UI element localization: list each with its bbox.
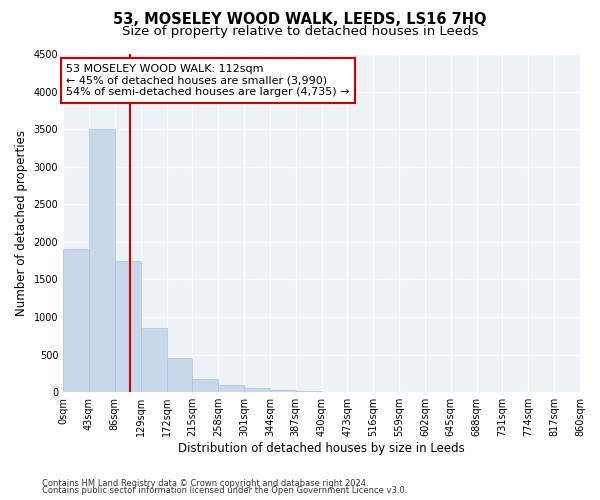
Bar xyxy=(296,391,322,392)
Bar xyxy=(218,384,244,392)
Bar xyxy=(270,390,296,392)
Y-axis label: Number of detached properties: Number of detached properties xyxy=(15,130,28,316)
X-axis label: Distribution of detached houses by size in Leeds: Distribution of detached houses by size … xyxy=(178,442,465,455)
Bar xyxy=(115,260,140,392)
Text: 53, MOSELEY WOOD WALK, LEEDS, LS16 7HQ: 53, MOSELEY WOOD WALK, LEEDS, LS16 7HQ xyxy=(113,12,487,28)
Bar xyxy=(167,358,193,392)
Bar xyxy=(89,129,115,392)
Bar xyxy=(193,379,218,392)
Text: Size of property relative to detached houses in Leeds: Size of property relative to detached ho… xyxy=(122,25,478,38)
Bar xyxy=(63,250,89,392)
Text: Contains HM Land Registry data © Crown copyright and database right 2024.: Contains HM Land Registry data © Crown c… xyxy=(42,478,368,488)
Bar xyxy=(244,388,270,392)
Text: Contains public sector information licensed under the Open Government Licence v3: Contains public sector information licen… xyxy=(42,486,407,495)
Text: 53 MOSELEY WOOD WALK: 112sqm
← 45% of detached houses are smaller (3,990)
54% of: 53 MOSELEY WOOD WALK: 112sqm ← 45% of de… xyxy=(66,64,350,97)
Bar xyxy=(140,328,167,392)
